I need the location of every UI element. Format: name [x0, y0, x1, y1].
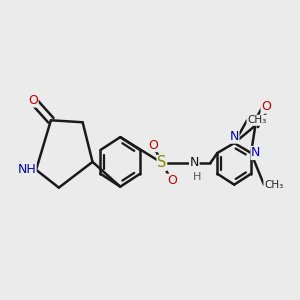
Text: CH₃: CH₃ — [247, 115, 266, 125]
Text: N: N — [230, 130, 239, 143]
Text: O: O — [261, 100, 271, 113]
Text: H: H — [193, 172, 201, 182]
Text: N: N — [251, 146, 260, 160]
Text: O: O — [148, 139, 158, 152]
Text: N: N — [190, 156, 199, 170]
Text: O: O — [28, 94, 38, 107]
Text: CH₃: CH₃ — [264, 180, 283, 190]
Text: NH: NH — [17, 163, 36, 176]
Text: O: O — [167, 174, 177, 187]
Text: S: S — [157, 155, 167, 170]
